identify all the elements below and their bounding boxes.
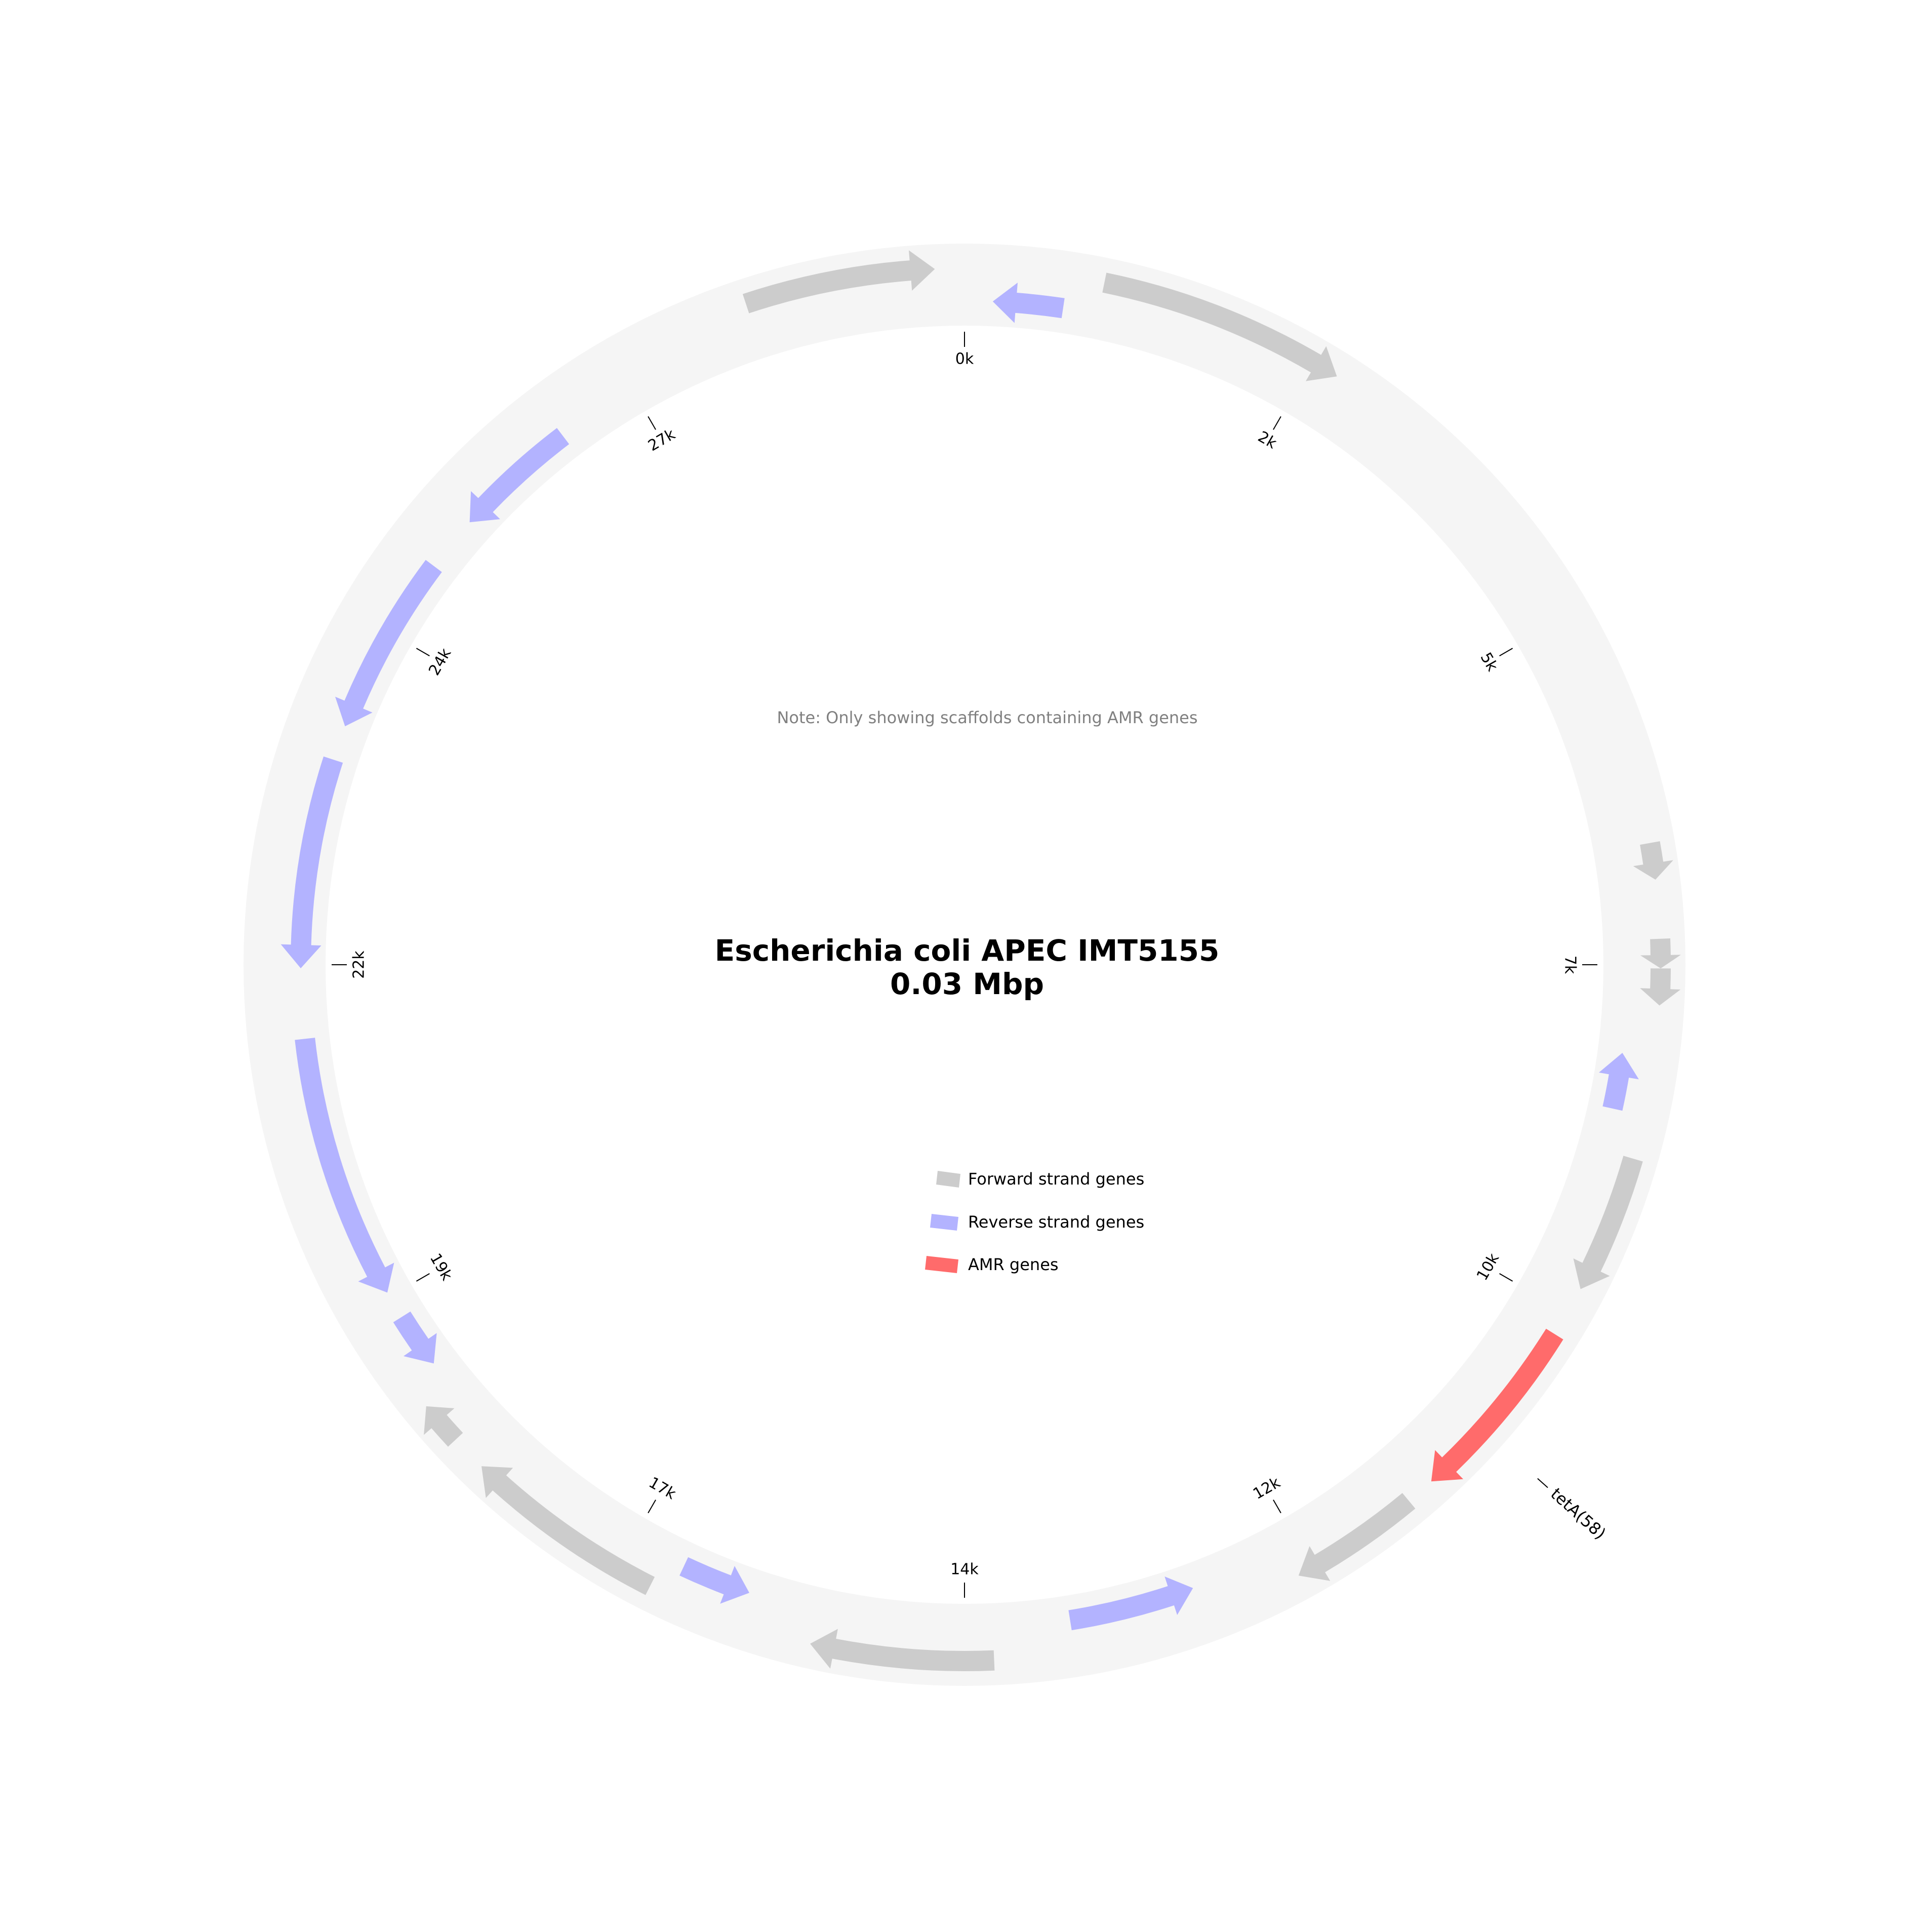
tick-label: 5k <box>1477 650 1502 675</box>
legend-swatch-forward <box>936 1171 960 1188</box>
tick-label: 2k <box>1255 428 1280 453</box>
tick-mark <box>1499 1273 1513 1282</box>
tick-label: 14k <box>950 1561 979 1579</box>
reverse-gene-arrow-6 <box>1599 1053 1639 1111</box>
legend-label-amr: AMR genes <box>968 1255 1059 1274</box>
forward-gene-arrow-7 <box>1573 1156 1643 1289</box>
legend: Forward strand genes Reverse strand gene… <box>925 1169 1144 1274</box>
legend-swatch-reverse <box>930 1214 958 1231</box>
reverse-gene-arrow-19 <box>469 428 570 523</box>
genome-size: 0.03 Mbp <box>890 967 1044 1001</box>
legend-item-reverse: Reverse strand genes <box>930 1212 1144 1232</box>
forward-gene-arrow-11 <box>810 1629 995 1671</box>
tick-label: 7k <box>1561 956 1579 974</box>
tick-mark <box>648 416 656 430</box>
tick-label: 24k <box>425 645 455 679</box>
tick-mark <box>648 1500 656 1514</box>
forward-gene-arrow-4 <box>1640 938 1681 969</box>
tick-mark <box>1499 648 1513 656</box>
legend-item-amr: AMR genes <box>925 1255 1059 1274</box>
amr-gene-arrow-8 <box>1431 1328 1563 1482</box>
tick-label: 12k <box>1250 1474 1283 1503</box>
reverse-gene-arrow-15 <box>393 1311 437 1364</box>
tick-label: 17k <box>646 1474 679 1503</box>
forward-gene-arrow-5 <box>1640 968 1681 1006</box>
forward-gene-arrow-3 <box>1633 841 1673 880</box>
note-text: Note: Only showing scaffolds containing … <box>777 708 1197 727</box>
genome-backbone-ring <box>244 244 1685 1686</box>
map-title: Escherichia coli APEC IMT5155 <box>715 933 1220 968</box>
tick-mark <box>416 1273 430 1282</box>
legend-label-forward: Forward strand genes <box>968 1169 1144 1189</box>
tick-mark <box>416 648 430 656</box>
reverse-gene-arrow-18 <box>335 560 442 727</box>
reverse-gene-arrow-1 <box>992 283 1065 323</box>
tick-label: 19k <box>426 1250 456 1284</box>
tick-label: 27k <box>645 425 678 455</box>
legend-swatch-amr <box>925 1256 958 1273</box>
legend-item-forward: Forward strand genes <box>936 1169 1144 1189</box>
tick-mark <box>1273 1500 1281 1514</box>
tick-label: 22k <box>350 951 368 979</box>
legend-label-reverse: Reverse strand genes <box>968 1212 1144 1232</box>
reverse-gene-arrow-16 <box>295 1038 394 1293</box>
forward-gene-arrow-0 <box>742 250 935 313</box>
amr-label-leader <box>1537 1478 1548 1488</box>
amr-labels-layer: tetA(58) <box>1537 1478 1610 1544</box>
forward-gene-arrow-14 <box>424 1406 463 1447</box>
forward-gene-arrow-13 <box>481 1466 655 1595</box>
amr-gene-label: tetA(58) <box>1547 1484 1610 1544</box>
reverse-gene-arrow-12 <box>679 1557 749 1604</box>
reverse-gene-arrow-17 <box>280 756 343 968</box>
genes-layer <box>280 250 1681 1671</box>
tick-label: 10k <box>1473 1250 1503 1284</box>
forward-gene-arrow-2 <box>1102 272 1337 381</box>
reverse-gene-arrow-10 <box>1068 1576 1193 1631</box>
tick-mark <box>1273 416 1281 430</box>
forward-gene-arrow-9 <box>1298 1493 1416 1581</box>
tick-label: 0k <box>955 350 974 368</box>
